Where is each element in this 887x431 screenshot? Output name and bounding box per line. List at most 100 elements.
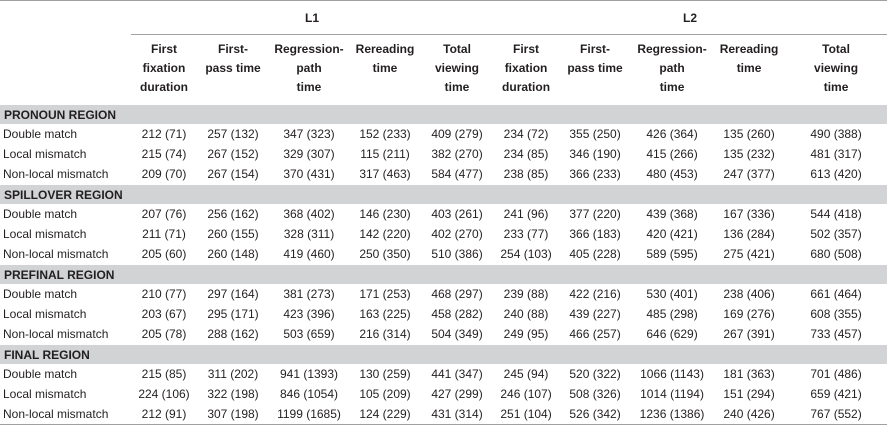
table-row: Double match 210 (77) 297 (164) 381 (273) 17… [0, 284, 887, 304]
table-cell: 355 (250) [569, 127, 621, 141]
table-cell: 322 (198) [207, 387, 259, 401]
table-cell: 480 (453) [646, 167, 698, 181]
table-cell: 680 (508) [810, 247, 862, 261]
table-cell: 238 (406) [723, 287, 775, 301]
table-cell: 468 (297) [431, 287, 483, 301]
column-header: First-pass time [567, 42, 623, 75]
table-cell: 260 (155) [207, 227, 259, 241]
table-cell: 520 (322) [569, 367, 621, 381]
table-cell: 211 (71) [142, 227, 186, 241]
table-cell: 846 (1054) [279, 387, 339, 401]
table-cell: 240 (88) [503, 307, 549, 321]
table-cell: 420 (421) [646, 227, 698, 241]
table-cell: 240 (426) [723, 407, 775, 421]
table-cell: 403 (261) [431, 207, 483, 221]
condition-label: Non-local mismatch [3, 247, 109, 261]
table-cell: 245 (94) [503, 367, 549, 381]
condition-label: Double match [3, 287, 78, 301]
table-cell: 415 (266) [646, 147, 698, 161]
table-cell: 328 (311) [283, 227, 335, 241]
table-cell: 439 (368) [646, 207, 698, 221]
table-row: Double match 215 (85) 311 (202) 941 (1393) 1… [0, 364, 887, 384]
corner-cell [0, 35, 131, 105]
table-cell: 368 (402) [283, 207, 335, 221]
condition-label: Non-local mismatch [3, 327, 109, 341]
table-row: Non-local mismatch 205 (78) 288 (162) 503 (… [0, 324, 887, 345]
table-cell: 135 (260) [723, 127, 775, 141]
table-cell: 171 (253) [359, 287, 411, 301]
table-cell: 257 (132) [207, 127, 259, 141]
region-label: PREFINAL REGION [0, 264, 887, 284]
table-cell: 426 (364) [646, 127, 698, 141]
column-header: First fixation duration [140, 42, 188, 94]
table-cell: 142 (220) [359, 227, 411, 241]
region-label: PRONOUN REGION [0, 104, 887, 124]
table-cell: 203 (67) [141, 307, 187, 321]
table-cell: 377 (220) [569, 207, 621, 221]
table-row: Local mismatch 211 (71) 260 (155) 328 (311)… [0, 224, 887, 244]
column-header: Total viewing time [435, 42, 480, 94]
table-cell: 346 (190) [569, 147, 621, 161]
table-cell: 135 (232) [723, 147, 775, 161]
table-row: Non-local mismatch 209 (70) 267 (154) 370 (… [0, 164, 887, 185]
table-cell: 422 (216) [569, 287, 621, 301]
table-cell: 260 (148) [207, 247, 259, 261]
table-cell: 504 (349) [431, 327, 483, 341]
group-header-l2: L2 [493, 0, 887, 35]
region-header-row: PREFINAL REGION [0, 264, 887, 284]
table-cell: 431 (314) [431, 407, 483, 421]
table-cell: 701 (486) [810, 367, 862, 381]
table-cell: 207 (76) [141, 207, 187, 221]
table-cell: 256 (162) [207, 207, 259, 221]
column-header: Total viewing time [814, 42, 859, 94]
table-cell: 526 (342) [569, 407, 621, 421]
table-cell: 1199 (1685) [277, 407, 341, 421]
table-cell: 275 (421) [723, 247, 775, 261]
table-cell: 238 (85) [503, 167, 549, 181]
table-cell: 584 (477) [431, 167, 483, 181]
group-header-row: L1 L2 [0, 0, 887, 35]
region-header-row: SPILLOVER REGION [0, 184, 887, 204]
table-cell: 295 (171) [207, 307, 259, 321]
table-cell: 233 (77) [503, 227, 549, 241]
table-cell: 1014 (1194) [640, 387, 704, 401]
condition-label: Local mismatch [3, 227, 87, 241]
table-row: Non-local mismatch 212 (91) 307 (198) 1199 … [0, 404, 887, 425]
column-header: Regression-path time [637, 42, 707, 94]
table-cell: 409 (279) [431, 127, 483, 141]
table-cell: 224 (106) [138, 387, 190, 401]
table-cell: 267 (154) [207, 167, 259, 181]
table-cell: 205 (60) [141, 247, 187, 261]
table-cell: 510 (386) [431, 247, 483, 261]
table-cell: 210 (77) [141, 287, 187, 301]
table-row: Double match 207 (76) 256 (162) 368 (402) 14… [0, 204, 887, 224]
table-cell: 659 (421) [810, 387, 862, 401]
table-cell: 115 (211) [360, 147, 410, 161]
table-cell: 370 (431) [283, 167, 335, 181]
table-cell: 427 (299) [431, 387, 483, 401]
table-cell: 366 (233) [569, 167, 621, 181]
table-cell: 181 (363) [723, 367, 775, 381]
table-cell: 485 (298) [646, 307, 698, 321]
table-cell: 239 (88) [503, 287, 549, 301]
table-cell: 382 (270) [431, 147, 483, 161]
table-row: Local mismatch 224 (106) 322 (198) 846 (105… [0, 384, 887, 404]
table-cell: 152 (233) [359, 127, 411, 141]
condition-label: Double match [3, 207, 78, 221]
table-cell: 307 (198) [207, 407, 259, 421]
table-cell: 215 (85) [141, 367, 187, 381]
table-cell: 254 (103) [500, 247, 552, 261]
table-cell: 544 (418) [810, 207, 862, 221]
table-cell: 124 (229) [359, 407, 411, 421]
table-cell: 423 (396) [283, 307, 335, 321]
condition-label: Local mismatch [3, 307, 87, 321]
table-cell: 297 (164) [207, 287, 259, 301]
table-row: Double match 212 (71) 257 (132) 347 (323) 15… [0, 124, 887, 144]
condition-label: Non-local mismatch [3, 167, 109, 181]
table-cell: 1066 (1143) [640, 367, 704, 381]
table-cell: 329 (307) [283, 147, 335, 161]
table-cell: 589 (595) [646, 247, 698, 261]
table-cell: 458 (282) [431, 307, 483, 321]
table-cell: 209 (70) [141, 167, 187, 181]
